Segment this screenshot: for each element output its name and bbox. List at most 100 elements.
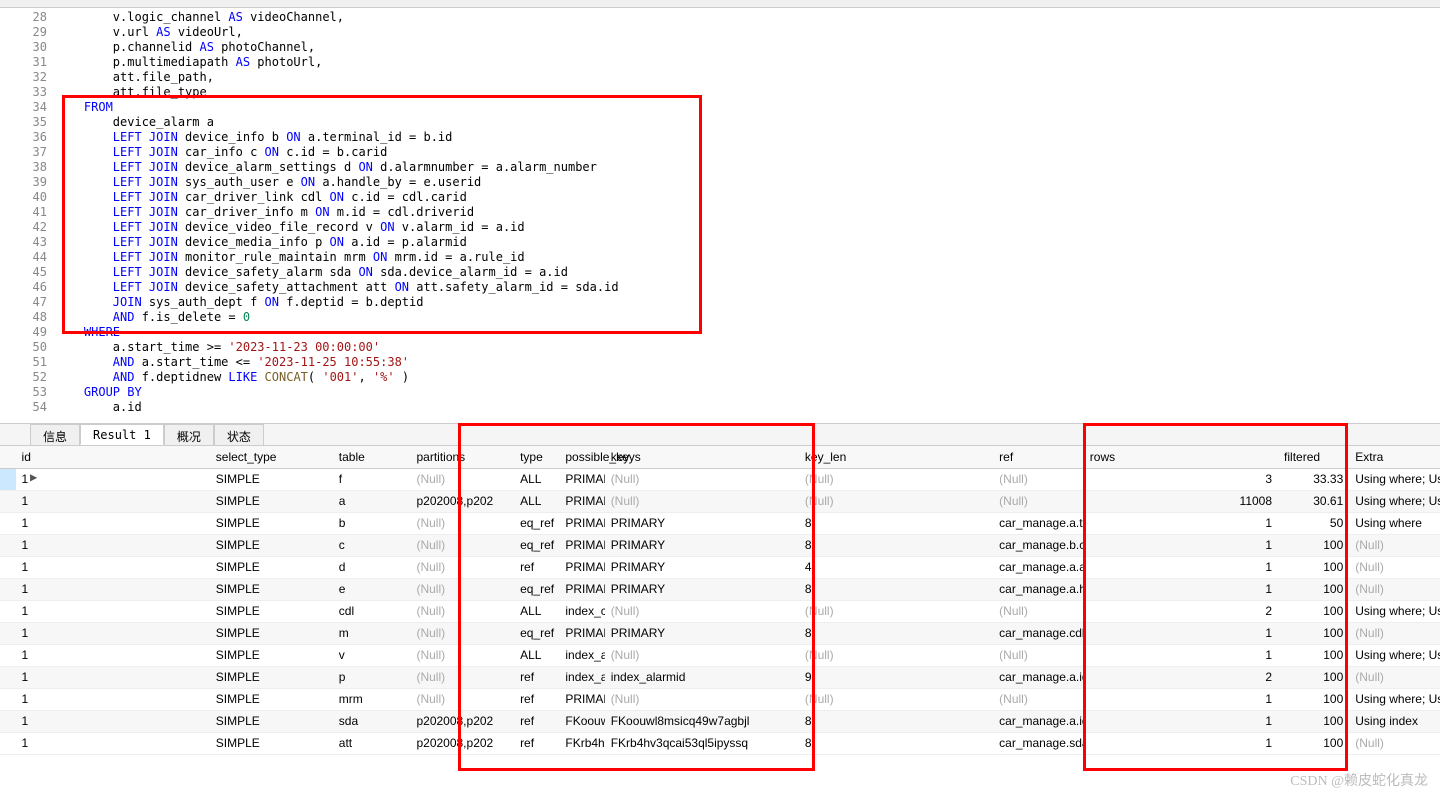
column-header[interactable]: type	[514, 446, 559, 468]
table-cell: Using where; Using join b	[1349, 600, 1440, 622]
table-cell: PRIMARY,id	[559, 688, 604, 710]
toolbar	[0, 0, 1440, 8]
table-cell: FKrb4hv3qcai53ql5ipyssq	[559, 732, 604, 754]
table-cell: 1	[16, 644, 210, 666]
table-cell: Using where; Using tempo	[1349, 468, 1440, 490]
explain-table[interactable]: idselect_typetablepartitionstypepossible…	[0, 446, 1440, 755]
table-cell: 100	[1278, 688, 1349, 710]
table-cell: 1	[1084, 622, 1278, 644]
table-cell: ref	[514, 688, 559, 710]
table-cell: PRIMARY,idx_create_date,	[559, 490, 604, 512]
line-number: 39	[0, 175, 47, 190]
table-row[interactable]: 1SIMPLEv(Null)ALLindex_alarmid(Null)(Nul…	[0, 644, 1440, 666]
sql-editor[interactable]: 2829303132333435363738394041424344454647…	[0, 8, 1440, 423]
table-row[interactable]: 1SIMPLEb(Null)eq_refPRIMARY,idx_deptidPR…	[0, 512, 1440, 534]
table-cell: Using where; Using join b	[1349, 688, 1440, 710]
column-header[interactable]: Extra	[1349, 446, 1440, 468]
line-number: 52	[0, 370, 47, 385]
table-cell: 1	[16, 468, 210, 490]
line-number: 44	[0, 250, 47, 265]
table-cell: ref	[514, 556, 559, 578]
line-number: 46	[0, 280, 47, 295]
table-row[interactable]: 1SIMPLEcdl(Null)ALLindex_carid(Null)(Nul…	[0, 600, 1440, 622]
code-line: LEFT JOIN car_driver_link cdl ON c.id = …	[55, 190, 1440, 205]
table-cell: car_manage.cdl.driverid	[993, 622, 1084, 644]
code-line: LEFT JOIN device_info b ON a.terminal_id…	[55, 130, 1440, 145]
column-header[interactable]: partitions	[410, 446, 514, 468]
code-line: LEFT JOIN device_safety_attachment att O…	[55, 280, 1440, 295]
table-row[interactable]: 1SIMPLEf(Null)ALLPRIMARY,deptidnew(Null)…	[0, 468, 1440, 490]
code-area[interactable]: v.logic_channel AS videoChannel, v.url A…	[55, 8, 1440, 423]
code-line: att.file_path,	[55, 70, 1440, 85]
line-number: 37	[0, 145, 47, 160]
table-cell: (Null)	[410, 468, 514, 490]
line-number: 35	[0, 115, 47, 130]
column-header[interactable]: ref	[993, 446, 1084, 468]
table-cell: PRIMARY	[605, 556, 799, 578]
code-line: GROUP BY	[55, 385, 1440, 400]
table-cell: (Null)	[799, 468, 993, 490]
table-cell: 1	[16, 688, 210, 710]
column-header[interactable]: filtered	[1278, 446, 1349, 468]
table-cell: 1	[16, 490, 210, 512]
line-number: 51	[0, 355, 47, 370]
table-cell: PRIMARY	[605, 578, 799, 600]
table-cell: (Null)	[799, 688, 993, 710]
table-cell: 30.61	[1278, 490, 1349, 512]
table-cell: PRIMARY	[605, 622, 799, 644]
table-cell: 9	[799, 666, 993, 688]
table-cell: eq_ref	[514, 534, 559, 556]
watermark: CSDN @赖皮蛇化真龙	[1290, 770, 1428, 790]
line-number: 47	[0, 295, 47, 310]
table-row[interactable]: 1SIMPLEm(Null)eq_refPRIMARY,IDPRIMARY8ca…	[0, 622, 1440, 644]
table-row[interactable]: 1SIMPLEe(Null)eq_refPRIMARY,useridPRIMAR…	[0, 578, 1440, 600]
table-row[interactable]: 1SIMPLEp(Null)refindex_alarmidindex_alar…	[0, 666, 1440, 688]
table-cell: (Null)	[993, 490, 1084, 512]
tab-info[interactable]: 信息	[30, 424, 80, 445]
table-cell: ref	[514, 732, 559, 754]
table-cell: 100	[1278, 534, 1349, 556]
table-cell: car_manage.a.terminal_id	[993, 512, 1084, 534]
line-number: 36	[0, 130, 47, 145]
tab-status[interactable]: 状态	[214, 424, 264, 445]
line-number: 31	[0, 55, 47, 70]
table-cell: (Null)	[993, 688, 1084, 710]
table-cell: (Null)	[410, 622, 514, 644]
tab-profile[interactable]: 概况	[164, 424, 214, 445]
results-grid[interactable]: idselect_typetablepartitionstypepossible…	[0, 445, 1440, 785]
table-cell: SIMPLE	[210, 534, 333, 556]
table-cell: 2	[1084, 666, 1278, 688]
line-number: 33	[0, 85, 47, 100]
table-cell: 1	[16, 578, 210, 600]
table-row[interactable]: 1SIMPLEmrm(Null)refPRIMARY,id(Null)(Null…	[0, 688, 1440, 710]
code-line: device_alarm a	[55, 115, 1440, 130]
table-row[interactable]: 1SIMPLEap202008,p202ALLPRIMARY,idx_creat…	[0, 490, 1440, 512]
table-row[interactable]: 1SIMPLEd(Null)refPRIMARY,alarmnumber_inP…	[0, 556, 1440, 578]
table-cell: (Null)	[605, 490, 799, 512]
table-cell: f	[333, 468, 411, 490]
code-line: JOIN sys_auth_dept f ON f.deptid = b.dep…	[55, 295, 1440, 310]
table-cell: FKoouwl8msicq49w7agbjl	[605, 710, 799, 732]
column-header[interactable]: id	[16, 446, 210, 468]
table-cell: 1	[1084, 732, 1278, 754]
table-cell: 100	[1278, 710, 1349, 732]
table-row[interactable]: 1SIMPLEc(Null)eq_refPRIMARY,IDPRIMARY8ca…	[0, 534, 1440, 556]
code-line: a.id	[55, 400, 1440, 415]
table-cell: PRIMARY,alarmnumber_in	[559, 556, 604, 578]
table-cell: SIMPLE	[210, 732, 333, 754]
tab-result[interactable]: Result 1	[80, 424, 164, 445]
table-cell: p202008,p202	[410, 710, 514, 732]
code-line: LEFT JOIN car_info c ON c.id = b.carid	[55, 145, 1440, 160]
table-body: 1SIMPLEf(Null)ALLPRIMARY,deptidnew(Null)…	[0, 468, 1440, 754]
column-header[interactable]: possible_keys	[559, 446, 604, 468]
column-header[interactable]: key_len	[799, 446, 993, 468]
table-cell: PRIMARY	[605, 534, 799, 556]
column-header[interactable]: rows	[1084, 446, 1278, 468]
table-cell: (Null)	[410, 512, 514, 534]
table-row[interactable]: 1SIMPLEsdap202008,p202refFKoouwl8msicq49…	[0, 710, 1440, 732]
table-row[interactable]: 1SIMPLEattp202008,p202refFKrb4hv3qcai53q…	[0, 732, 1440, 754]
column-header[interactable]: table	[333, 446, 411, 468]
code-line: v.logic_channel AS videoChannel,	[55, 10, 1440, 25]
column-header[interactable]: select_type	[210, 446, 333, 468]
current-row-marker: ▶	[30, 470, 37, 484]
